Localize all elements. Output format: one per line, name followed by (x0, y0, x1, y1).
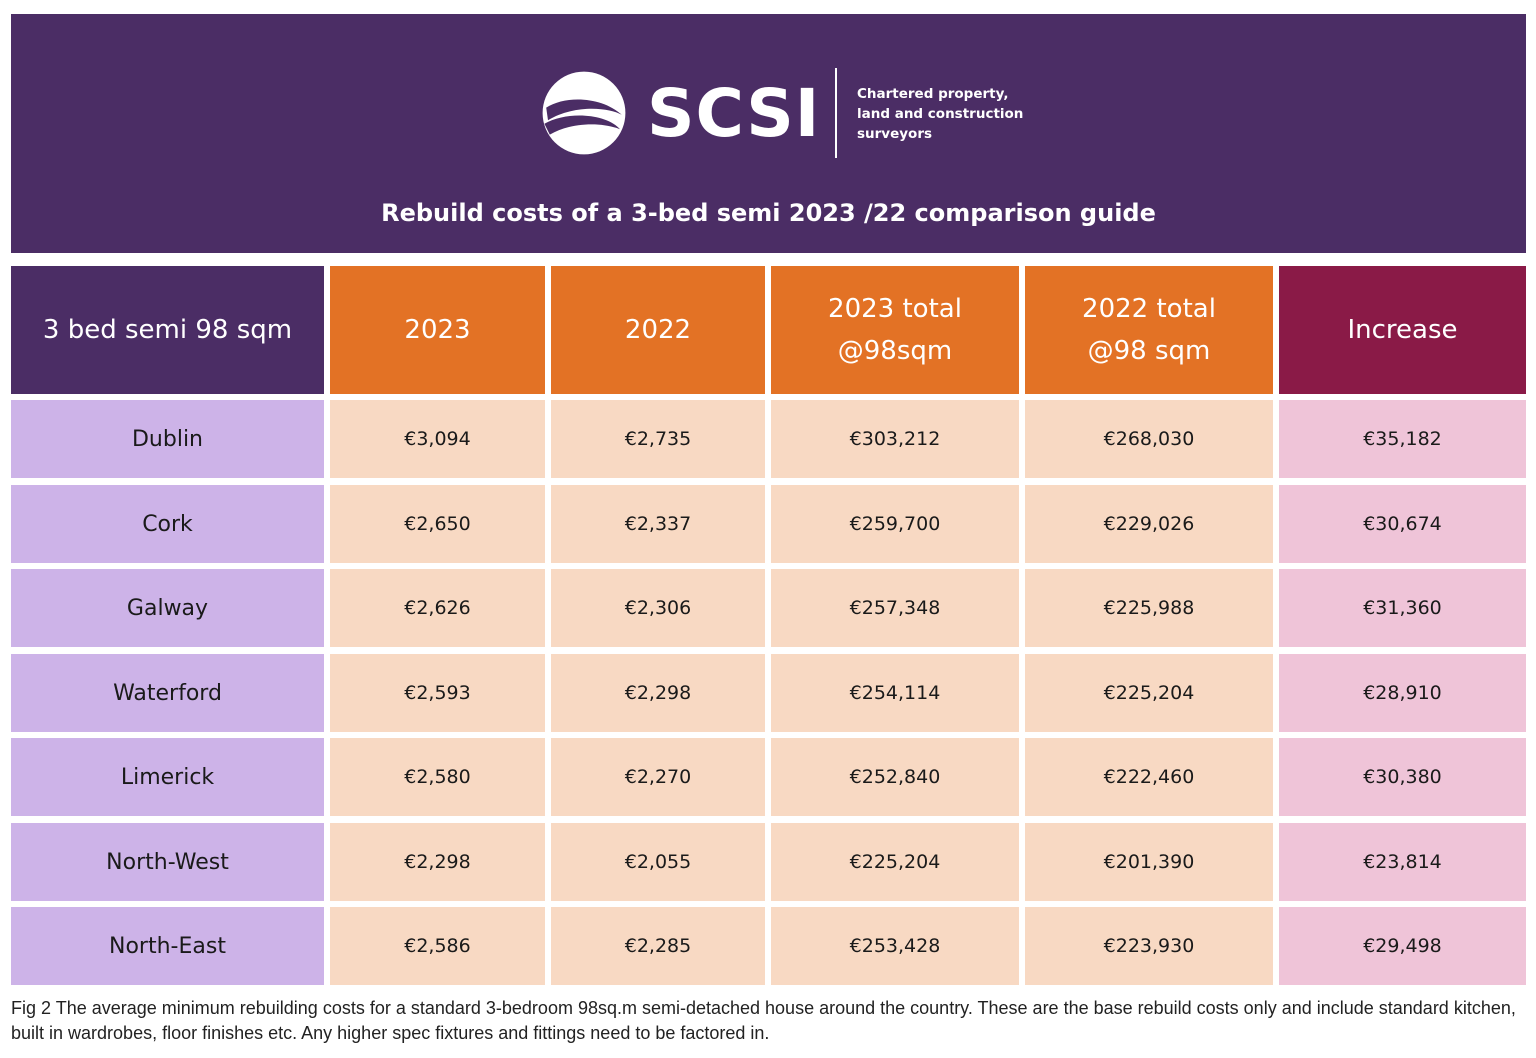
table-cell-y2022: €2,306 (551, 569, 765, 647)
table-cell-y2023: €3,094 (330, 400, 545, 478)
scsi-logo: SCSI Chartered property, land and constr… (539, 68, 1023, 178)
table-cell-y2022: €2,735 (551, 400, 765, 478)
table-cell-y2022: €2,298 (551, 654, 765, 732)
figure-caption: Fig 2 The average minimum rebuilding cos… (11, 998, 1516, 1043)
scsi-globe-icon (542, 71, 626, 155)
column-header-region: 3 bed semi 98 sqm (11, 266, 324, 394)
column-header-y2022: 2022 (551, 266, 765, 394)
table-cell-y2022: €2,285 (551, 907, 765, 985)
table-cell-y2023: €2,650 (330, 485, 545, 563)
logo-divider (835, 68, 837, 158)
table-cell-t2023: €252,840 (771, 738, 1019, 816)
column-header-text: 2023 total @98sqm (828, 288, 962, 372)
column-header-y2023: 2023 (330, 266, 545, 394)
column-header-line: @98sqm (837, 336, 953, 366)
column-header-line: 2022 (624, 315, 692, 345)
row-label-cork: Cork (11, 485, 324, 563)
table-cell-increase: €30,674 (1279, 485, 1526, 563)
column-header-line: 3 bed semi 98 sqm (42, 315, 293, 345)
table-cell-t2022: €268,030 (1025, 400, 1273, 478)
column-header-line: Increase (1347, 315, 1458, 345)
logo-tagline-line: land and construction (857, 106, 1024, 122)
scsi-wordmark: SCSI (647, 75, 821, 152)
table-cell-y2022: €2,337 (551, 485, 765, 563)
column-header-text: 2022 total @98 sqm (1082, 288, 1216, 372)
column-header-line: @98 sqm (1087, 336, 1211, 366)
column-header-text: 3 bed semi 98 sqm (43, 309, 292, 351)
column-header-text: Increase (1347, 309, 1457, 351)
row-label-north-west: North-West (11, 823, 324, 901)
table-cell-y2022: €2,055 (551, 823, 765, 901)
row-label-galway: Galway (11, 569, 324, 647)
table-cell-y2023: €2,593 (330, 654, 545, 732)
logo-tagline: Chartered property, land and constructio… (857, 84, 1027, 144)
table-cell-t2022: €225,988 (1025, 569, 1273, 647)
table-cell-t2023: €303,212 (771, 400, 1019, 478)
table-cell-t2023: €257,348 (771, 569, 1019, 647)
table-cell-y2023: €2,298 (330, 823, 545, 901)
column-header-line: 2022 total (1082, 294, 1216, 324)
table-cell-t2023: €225,204 (771, 823, 1019, 901)
table-cell-t2022: €225,204 (1025, 654, 1273, 732)
table-cell-y2023: €2,580 (330, 738, 545, 816)
table-cell-increase: €29,498 (1279, 907, 1526, 985)
column-header-line: 2023 total (828, 294, 962, 324)
table-cell-increase: €35,182 (1279, 400, 1526, 478)
row-label-north-east: North-East (11, 907, 324, 985)
table-cell-t2022: €229,026 (1025, 485, 1273, 563)
page-title: Rebuild costs of a 3-bed semi 2023 /22 c… (381, 199, 1156, 227)
table-cell-increase: €31,360 (1279, 569, 1526, 647)
table-cell-y2022: €2,270 (551, 738, 765, 816)
table-cell-t2023: €254,114 (771, 654, 1019, 732)
column-header-line: 2023 (404, 315, 471, 345)
column-header-text: 2022 (625, 309, 691, 351)
table-cell-increase: €23,814 (1279, 823, 1526, 901)
table-cell-t2023: €253,428 (771, 907, 1019, 985)
table-cell-t2022: €223,930 (1025, 907, 1273, 985)
table-cell-t2022: €222,460 (1025, 738, 1273, 816)
row-label-dublin: Dublin (11, 400, 324, 478)
logo-tagline-line: Chartered property, (857, 86, 1009, 102)
logo-tagline-line: surveyors (857, 126, 933, 142)
column-header-t2022: 2022 total @98 sqm (1025, 266, 1273, 394)
table-cell-y2023: €2,626 (330, 569, 545, 647)
table-cell-increase: €30,380 (1279, 738, 1526, 816)
table-cell-increase: €28,910 (1279, 654, 1526, 732)
row-label-limerick: Limerick (11, 738, 324, 816)
column-header-t2023: 2023 total @98sqm (771, 266, 1019, 394)
table-cell-y2023: €2,586 (330, 907, 545, 985)
table-cell-t2022: €201,390 (1025, 823, 1273, 901)
column-header-increase: Increase (1279, 266, 1526, 394)
table-cell-t2023: €259,700 (771, 485, 1019, 563)
row-label-waterford: Waterford (11, 654, 324, 732)
column-header-text: 2023 (404, 309, 470, 351)
header-banner: SCSI Chartered property, land and constr… (11, 14, 1526, 253)
